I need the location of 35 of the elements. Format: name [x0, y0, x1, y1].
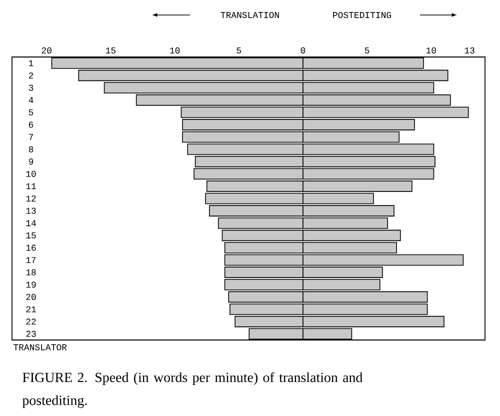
y-tick-label: 7 [29, 134, 34, 140]
text: POSTEDITING [333, 12, 392, 18]
y-tick-label: 10 [26, 170, 36, 177]
y-tick-label: 15 [26, 232, 36, 238]
x-tick-label: 15 [106, 47, 116, 54]
y-tick-label: 11 [26, 183, 36, 190]
y-tick-label: 18 [26, 269, 36, 276]
y-tick-label: 8 [28, 146, 34, 152]
x-tick-label: 5 [364, 47, 370, 54]
y-tick-label: 14 [26, 220, 36, 226]
y-tick-label: 23 [26, 330, 36, 337]
text: TRANSLATION [220, 12, 279, 18]
y-tick-label: 16 [26, 244, 36, 251]
caption: FIGURE 2. Speed (in words per minute) of translation and postediting. [22, 372, 363, 408]
y-tick-label: 19 [26, 282, 36, 288]
y-tick-label: 4 [28, 97, 34, 104]
y-tick-label: 13 [26, 208, 36, 214]
y-tick-label: 22 [26, 318, 36, 325]
x-tick-label: 10 [170, 47, 180, 54]
y-tick-label: 2 [28, 72, 34, 78]
y-tick-label: 1 [28, 60, 34, 66]
x-tick-label: 10 [426, 47, 436, 54]
y-tick-label: 5 [28, 109, 34, 116]
x-tick-label: 0 [300, 47, 306, 54]
y-tick-label: 3 [28, 84, 34, 91]
text: TRANSLATOR [14, 344, 67, 350]
x-tick-label: 20 [42, 47, 52, 54]
x-tick-label: 13 [464, 47, 474, 54]
y-tick-label: 9 [28, 158, 34, 165]
y-tick-label: 17 [26, 257, 36, 263]
x-tick-label: 5 [236, 47, 242, 54]
y-tick-label: 21 [26, 306, 36, 312]
y-tick-label: 6 [28, 122, 34, 128]
y-tick-label: 12 [26, 196, 36, 202]
y-tick-label: 20 [26, 294, 36, 300]
